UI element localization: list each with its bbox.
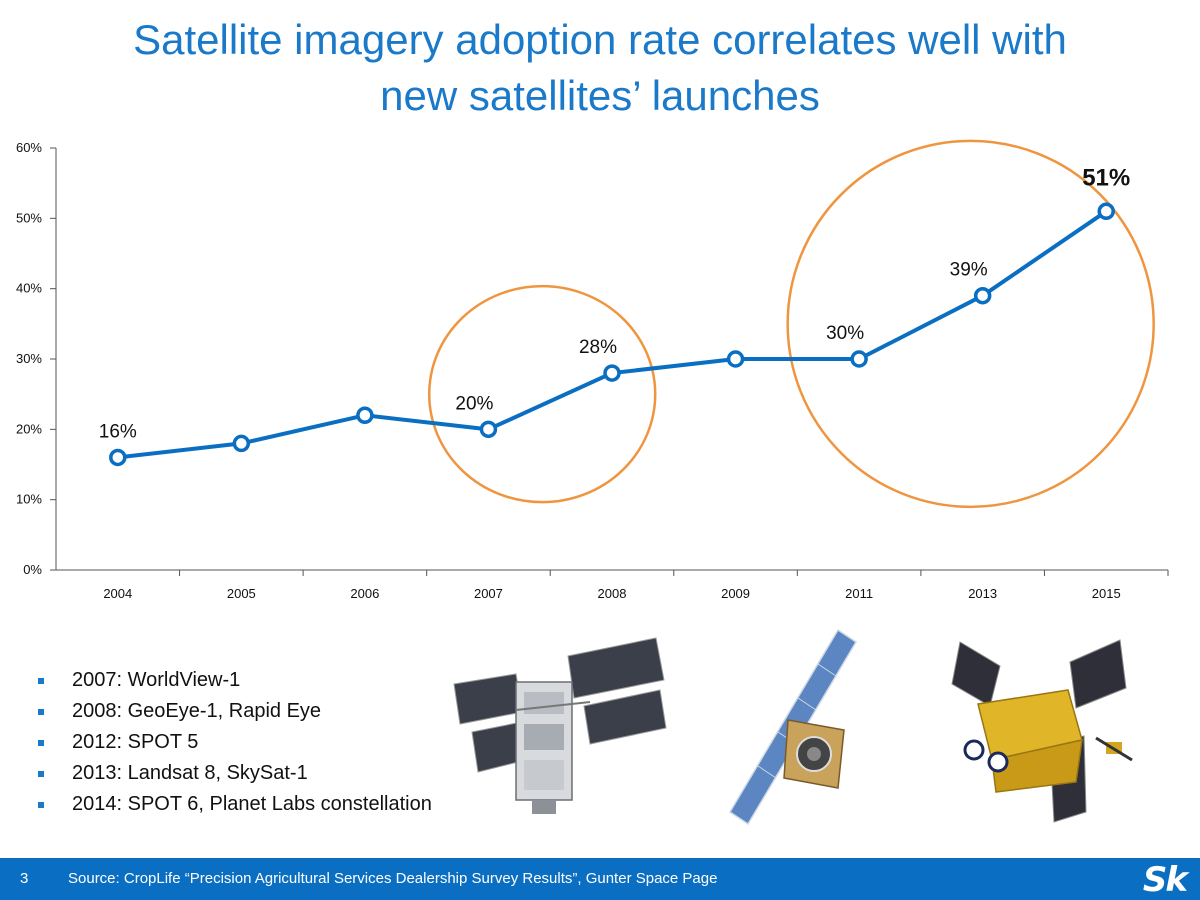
x-tick-label: 2007 — [474, 586, 503, 601]
y-tick-label: 60% — [16, 140, 42, 155]
launch-list-text: 2008: GeoEye-1, Rapid Eye — [72, 700, 322, 722]
launch-list-item: 2014: SPOT 6, Planet Labs constellation — [38, 789, 432, 820]
bullet-icon — [38, 739, 44, 746]
x-tick-label: 2011 — [845, 586, 873, 601]
adoption-line-chart: 0% 10% 20% 30% 40% 50% 60% 2004 2005 2006 2007 2008… — [16, 139, 1169, 601]
satellite-launch-list: 2007: WorldView-1 2008: GeoEye-1, Rapid … — [38, 665, 432, 820]
data-point-marker — [1097, 202, 1115, 221]
x-tick-label: 2009 — [721, 586, 750, 601]
data-label: 51% — [1082, 164, 1130, 191]
x-tick-label: 2006 — [350, 586, 379, 601]
sk-logo: Sk — [1142, 860, 1188, 900]
launch-list-item: 2013: Landsat 8, SkySat-1 — [38, 758, 432, 789]
data-labels: 16% 20% 28% 30% 39% 51% — [99, 164, 1130, 442]
satellite-bus-icon — [515, 681, 591, 814]
y-tick-label: 50% — [16, 210, 42, 225]
x-tick-label: 2005 — [227, 586, 256, 601]
y-tick-label: 40% — [16, 281, 42, 296]
x-tick-label: 2004 — [103, 586, 132, 601]
footer-bar: 3 Source: CropLife “Precision Agricultur… — [0, 858, 1200, 900]
launch-list-item: 2007: WorldView-1 — [38, 665, 432, 696]
data-label: 28% — [579, 337, 617, 358]
highlight-circles — [427, 139, 1155, 509]
chart-axes: 0% 10% 20% 30% 40% 50% 60% 2004 2005 2006 2007 2008… — [16, 140, 1169, 601]
data-point-marker — [479, 420, 498, 439]
data-label: 16% — [99, 421, 137, 442]
page-number: 3 — [20, 870, 29, 887]
data-point-marker — [109, 448, 127, 467]
data-point-marker — [232, 434, 251, 453]
launch-list-text: 2013: Landsat 8, SkySat-1 — [72, 762, 308, 784]
series-line — [109, 202, 1115, 467]
slide-title-line-1: Satellite imagery adoption rate correlat… — [133, 16, 1067, 63]
data-point-marker — [726, 350, 745, 368]
launch-list-text: 2012: SPOT 5 — [72, 731, 199, 753]
launch-list-item: 2012: SPOT 5 — [38, 727, 432, 758]
bullet-icon — [38, 677, 44, 684]
data-label: 20% — [455, 393, 493, 414]
y-tick-label: 20% — [16, 421, 42, 436]
x-tick-label: 2008 — [598, 586, 627, 601]
y-tick-label: 10% — [16, 492, 42, 507]
y-tick-label: 0% — [23, 562, 42, 577]
highlight-circle — [786, 139, 1155, 509]
launch-list-text: 2007: WorldView-1 — [72, 669, 241, 691]
data-point-marker — [850, 350, 868, 368]
data-point-marker — [603, 364, 621, 382]
launch-list-item: 2008: GeoEye-1, Rapid Eye — [38, 696, 432, 727]
source-citation: Source: CropLife “Precision Agricultural… — [68, 870, 718, 887]
x-tick-label: 2013 — [968, 586, 997, 601]
satellite-bus-icon — [783, 719, 845, 789]
data-label: 39% — [950, 260, 988, 281]
slide-title: Satellite imagery adoption rate correlat… — [0, 12, 1200, 124]
data-label: 30% — [826, 323, 864, 344]
y-tick-label: 30% — [16, 351, 42, 366]
slide-title-line-2: new satellites’ launches — [380, 72, 820, 119]
launch-list-text: 2014: SPOT 6, Planet Labs constellation — [72, 793, 432, 815]
spot-satellite-image — [951, 639, 1133, 823]
data-point-marker — [973, 286, 992, 305]
data-point-marker — [356, 406, 374, 425]
series-polyline — [117, 209, 1108, 460]
x-tick-label: 2015 — [1092, 586, 1121, 601]
geoeye-satellite-image — [728, 628, 858, 826]
bullet-icon — [38, 770, 44, 777]
worldview-satellite-image — [453, 637, 667, 814]
bullet-icon — [38, 801, 44, 808]
bullet-icon — [38, 708, 44, 715]
highlight-circle — [427, 284, 657, 504]
satellite-bus-icon — [963, 689, 1133, 793]
